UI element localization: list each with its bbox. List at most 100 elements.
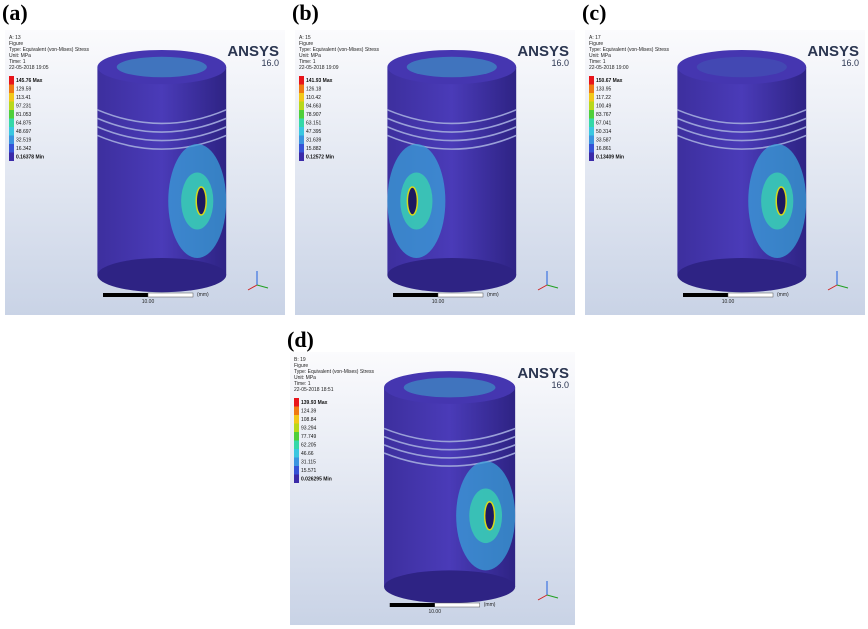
legend-swatch [299,119,304,128]
scale-bar [435,603,480,607]
scale-bar [390,603,435,607]
legend-label: 64.875 [16,121,32,127]
legend-swatch [294,432,299,441]
legend-swatch [589,144,594,153]
legend-swatch [9,102,14,111]
brand-version: 16.0 [261,58,279,68]
panel: B: 19FigureType: Equivalent (von-Mises) … [290,352,575,625]
header-text: 22-05-2018 19:09 [299,65,339,71]
legend-swatch [589,153,594,162]
header-text: 22-05-2018 18:51 [294,387,334,393]
scale-bar [148,293,193,297]
legend-label: 47.395 [306,129,322,135]
legend-label: 97.231 [16,104,32,110]
legend-label: 33.587 [596,138,612,144]
brand-version: 16.0 [841,58,859,68]
legend-swatch [299,127,304,136]
legend-swatch [294,441,299,450]
pin-hole [196,187,206,215]
piston-bottom [97,258,226,292]
legend-label: 16.861 [596,146,612,152]
legend-swatch [299,153,304,162]
piston-crown [407,57,497,78]
legend-label: 108.84 [301,417,317,423]
legend-label: 141.93 Max [306,78,333,84]
legend-swatch [589,93,594,102]
pin-hole [485,502,495,530]
legend-swatch [299,85,304,94]
scale-unit: (mm) [484,602,496,608]
scale-unit: (mm) [487,292,499,298]
legend-swatch [589,85,594,94]
legend-swatch [589,119,594,128]
piston-bottom [384,570,515,603]
panel: A: 13FigureType: Equivalent (von-Mises) … [5,30,285,315]
legend-swatch [299,76,304,85]
legend-label: 150.67 Max [596,78,623,84]
legend-swatch [299,144,304,153]
legend-label: 126.18 [306,87,322,93]
legend-swatch [9,119,14,128]
legend-label: 145.76 Max [16,78,43,84]
header-text: 22-05-2018 19:05 [9,65,49,71]
legend-swatch [294,449,299,458]
legend-swatch [9,76,14,85]
figure: (a)A: 13FigureType: Equivalent (von-Mise… [0,0,868,629]
legend-swatch [589,76,594,85]
legend-label: 93.294 [301,426,317,432]
piston-bottom [387,258,516,292]
legend-swatch [9,110,14,119]
scale-unit: (mm) [777,292,789,298]
legend-swatch [589,110,594,119]
brand-version: 16.0 [551,58,569,68]
legend-label: 0.16378 Min [16,155,44,161]
legend-label: 129.59 [16,87,32,93]
pin-hole [776,187,786,215]
legend-label: 78.907 [306,112,322,118]
legend-swatch [9,153,14,162]
scale-label: 10.00 [432,299,445,305]
legend-label: 16.342 [16,146,32,152]
legend-label: 81.053 [16,112,32,118]
scale-label: 10.00 [142,299,155,305]
scale-bar [103,293,148,297]
panel: A: 17FigureType: Equivalent (von-Mises) … [585,30,865,315]
legend-swatch [294,424,299,433]
legend-swatch [294,475,299,484]
legend-label: 46.66 [301,451,314,457]
legend-label: 133.95 [596,87,612,93]
header-text: 22-05-2018 19:00 [589,65,629,71]
scale-bar [393,293,438,297]
legend-label: 77.749 [301,434,317,440]
legend-label: 117.22 [596,95,611,101]
legend-swatch [299,93,304,102]
legend-swatch [9,127,14,136]
legend-label: 50.314 [596,129,612,135]
legend-label: 83.767 [596,112,612,118]
legend-label: 62.205 [301,443,317,449]
legend-label: 0.12572 Min [306,155,334,161]
legend-label: 15.882 [306,146,322,152]
legend-swatch [299,136,304,145]
legend-swatch [294,398,299,407]
brand-version: 16.0 [551,380,569,390]
panel-label: (c) [582,0,606,25]
scale-label: 10.00 [428,609,441,615]
legend-label: 63.151 [306,121,322,127]
scale-unit: (mm) [197,292,209,298]
legend-swatch [299,110,304,119]
scale-bar [728,293,773,297]
legend-swatch [294,415,299,424]
legend-swatch [589,102,594,111]
legend-label: 0.13409 Min [596,155,624,161]
legend-label: 0.026295 Min [301,477,332,483]
legend-swatch [589,136,594,145]
legend-label: 110.42 [306,95,321,101]
scale-bar [683,293,728,297]
legend-swatch [294,407,299,416]
legend-label: 32.519 [16,138,32,144]
piston-bottom [677,258,806,292]
panel-label: (d) [287,327,314,352]
legend-swatch [299,102,304,111]
